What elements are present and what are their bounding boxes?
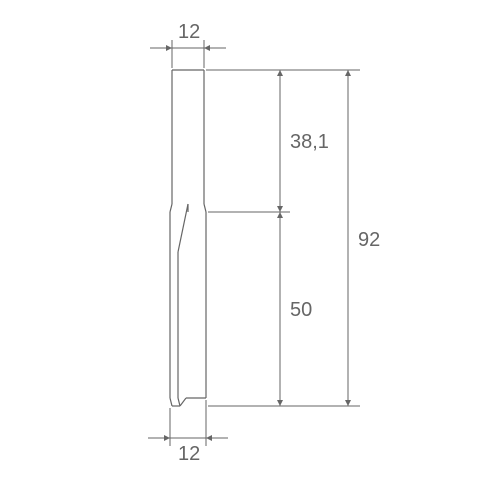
router-bit-body [170, 70, 206, 406]
technical-drawing: 12 12 38,1 50 92 [0, 0, 500, 500]
dimension-bit-diameter [148, 400, 228, 446]
extension-lines [206, 70, 360, 406]
dim-shank-length-label: 38,1 [290, 131, 329, 153]
dim-bit-diameter-label: 12 [178, 443, 200, 465]
dim-flute-length-label: 50 [290, 299, 312, 321]
dimension-shank-diameter [150, 40, 226, 68]
dim-overall-length-label: 92 [358, 229, 380, 251]
dim-shank-diameter-label: 12 [178, 21, 200, 43]
